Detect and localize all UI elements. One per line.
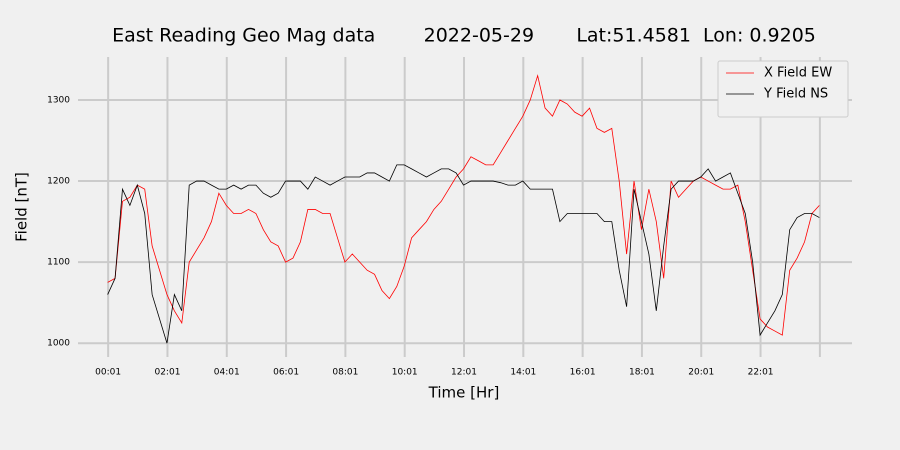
- x-tick-label: 10:01: [392, 368, 418, 378]
- plot-lines: [107, 74, 820, 344]
- x-tick-label: 00:01: [95, 368, 121, 378]
- x-tick-label: 08:01: [332, 368, 358, 378]
- legend-label: Y Field NS: [763, 87, 828, 102]
- x-axis-label: Time [Hr]: [428, 384, 500, 402]
- x-tick-label: 02:01: [154, 368, 180, 378]
- x-tick-label: 20:01: [688, 368, 714, 378]
- y-axis-label: Field [nT]: [13, 172, 31, 242]
- y-tick-label: 1300: [47, 95, 70, 105]
- legend-box: [717, 60, 849, 118]
- x-tick-label: 14:01: [510, 368, 536, 378]
- y-tick-label: 1000: [47, 339, 70, 349]
- x-tick-label: 16:01: [570, 368, 596, 378]
- y-tick-label: 1100: [47, 258, 70, 268]
- legend: X Field EW Y Field NS: [717, 60, 849, 118]
- x-tick-label: 04:01: [214, 368, 240, 378]
- chart-title: East Reading Geo Mag data 2022-05-29 Lat…: [112, 25, 816, 47]
- legend-label: X Field EW: [764, 66, 832, 81]
- x-tick-label: 12:01: [451, 368, 477, 378]
- y-tick-label: 1200: [47, 177, 70, 187]
- x-tick-label: 18:01: [629, 368, 655, 378]
- x-tick-label: 22:01: [748, 368, 774, 378]
- x-tick-label: 06:01: [273, 368, 299, 378]
- data-line: [107, 164, 820, 344]
